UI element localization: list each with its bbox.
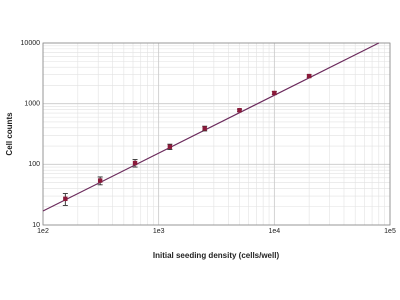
data-point — [97, 178, 103, 183]
data-point — [237, 108, 242, 113]
plot-frame — [42, 42, 391, 226]
x-axis-title: Initial seeding density (cells/well) — [153, 251, 280, 260]
y-tick-label: 1000 — [24, 101, 40, 108]
data-point — [202, 126, 207, 131]
y-tick-label: 10 — [32, 222, 40, 229]
x-tick-label: 1e5 — [384, 228, 396, 235]
y-tick-label: 100 — [28, 161, 40, 168]
x-tick-label: 1e3 — [153, 228, 165, 235]
x-tick-label: 1e4 — [268, 228, 280, 235]
data-point — [167, 144, 173, 149]
data-point — [306, 73, 312, 79]
y-tick-label: 10000 — [21, 40, 41, 47]
fit-line — [42, 42, 380, 212]
y-axis-title: Cell counts — [5, 112, 14, 156]
x-tick-label: 1e2 — [37, 228, 49, 235]
data-point — [132, 160, 138, 166]
data-point — [63, 196, 68, 202]
data-point — [272, 90, 277, 96]
